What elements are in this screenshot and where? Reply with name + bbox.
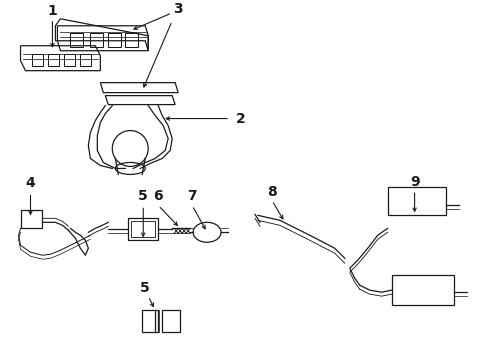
Bar: [128, 218, 158, 240]
Text: 1: 1: [48, 4, 57, 18]
Bar: [21, 210, 43, 228]
Bar: [80, 54, 91, 66]
Text: 4: 4: [25, 176, 35, 190]
Text: 9: 9: [410, 175, 419, 189]
Text: 6: 6: [153, 189, 163, 203]
Bar: [71, 33, 83, 47]
Bar: [142, 310, 158, 332]
Bar: [108, 33, 122, 47]
Text: 3: 3: [173, 2, 183, 16]
Bar: [32, 54, 44, 66]
Bar: [131, 221, 155, 237]
Bar: [388, 188, 445, 215]
Text: 2: 2: [236, 112, 246, 126]
Text: 5: 5: [140, 281, 150, 295]
Text: 7: 7: [187, 189, 197, 203]
Bar: [162, 310, 180, 332]
Text: 8: 8: [267, 185, 277, 199]
Bar: [392, 275, 454, 305]
Bar: [125, 33, 138, 47]
Bar: [90, 33, 103, 47]
Bar: [49, 54, 59, 66]
Text: 5: 5: [138, 189, 148, 203]
Bar: [64, 54, 75, 66]
